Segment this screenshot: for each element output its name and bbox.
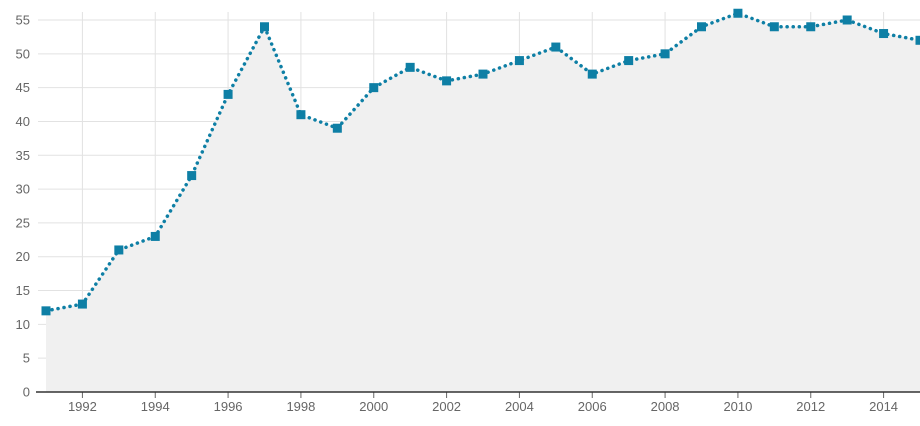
data-point-2007 (624, 56, 634, 66)
x-tick-label: 1994 (141, 399, 170, 414)
y-tick-label: 0 (23, 385, 30, 400)
y-tick-label: 20 (16, 249, 30, 264)
x-tick-label: 2000 (359, 399, 388, 414)
data-point-2002 (442, 76, 452, 86)
data-point-2001 (405, 62, 415, 72)
data-point-1996 (223, 89, 233, 99)
area-fill (46, 13, 920, 393)
data-point-1993 (114, 245, 124, 255)
data-point-2013 (842, 15, 852, 25)
data-point-2014 (879, 29, 889, 39)
y-axis: 0 5 10 15 20 25 30 35 40 45 50 55 (16, 13, 30, 400)
data-point-2000 (369, 83, 379, 93)
data-point-2011 (769, 22, 779, 32)
data-point-1998 (296, 110, 306, 120)
data-point-2006 (587, 69, 597, 79)
data-point-1994 (150, 231, 160, 241)
y-tick-label: 55 (16, 13, 30, 28)
x-tick-label: 2012 (796, 399, 825, 414)
y-tick-label: 40 (16, 114, 30, 129)
data-point-2008 (660, 49, 670, 59)
data-point-2012 (806, 22, 816, 32)
data-point-1991 (41, 306, 51, 316)
y-tick-label: 5 (23, 351, 30, 366)
x-tick-label: 2010 (723, 399, 752, 414)
x-tick-label: 1998 (286, 399, 315, 414)
data-point-1997 (260, 22, 269, 32)
x-tick-label: 1992 (68, 399, 97, 414)
y-tick-label: 35 (16, 148, 30, 163)
x-axis: 1992 1994 1996 1998 2000 2002 2004 2006 2008 2010… (36, 391, 920, 414)
y-tick-label: 30 (16, 182, 30, 197)
x-tick-label: 2002 (432, 399, 461, 414)
data-point-2010 (733, 8, 743, 18)
data-point-2005 (551, 42, 561, 52)
y-tick-label: 10 (16, 317, 30, 332)
y-tick-label: 45 (16, 80, 30, 95)
x-tick-label: 2004 (505, 399, 534, 414)
data-point-1995 (187, 171, 197, 181)
x-tick-label: 2008 (651, 399, 680, 414)
data-markers (41, 8, 920, 316)
x-tick-label: 1996 (214, 399, 243, 414)
data-point-2003 (478, 69, 488, 79)
data-point-2004 (514, 56, 524, 66)
y-tick-label: 50 (16, 46, 30, 61)
data-point-1992 (77, 299, 87, 309)
x-tick-label: 2006 (578, 399, 607, 414)
data-point-2015 (915, 35, 920, 45)
data-point-1999 (332, 123, 342, 133)
x-tick-label: 2014 (869, 399, 898, 414)
y-tick-label: 15 (16, 283, 30, 298)
y-tick-label: 25 (16, 215, 30, 230)
data-point-2009 (697, 22, 706, 32)
